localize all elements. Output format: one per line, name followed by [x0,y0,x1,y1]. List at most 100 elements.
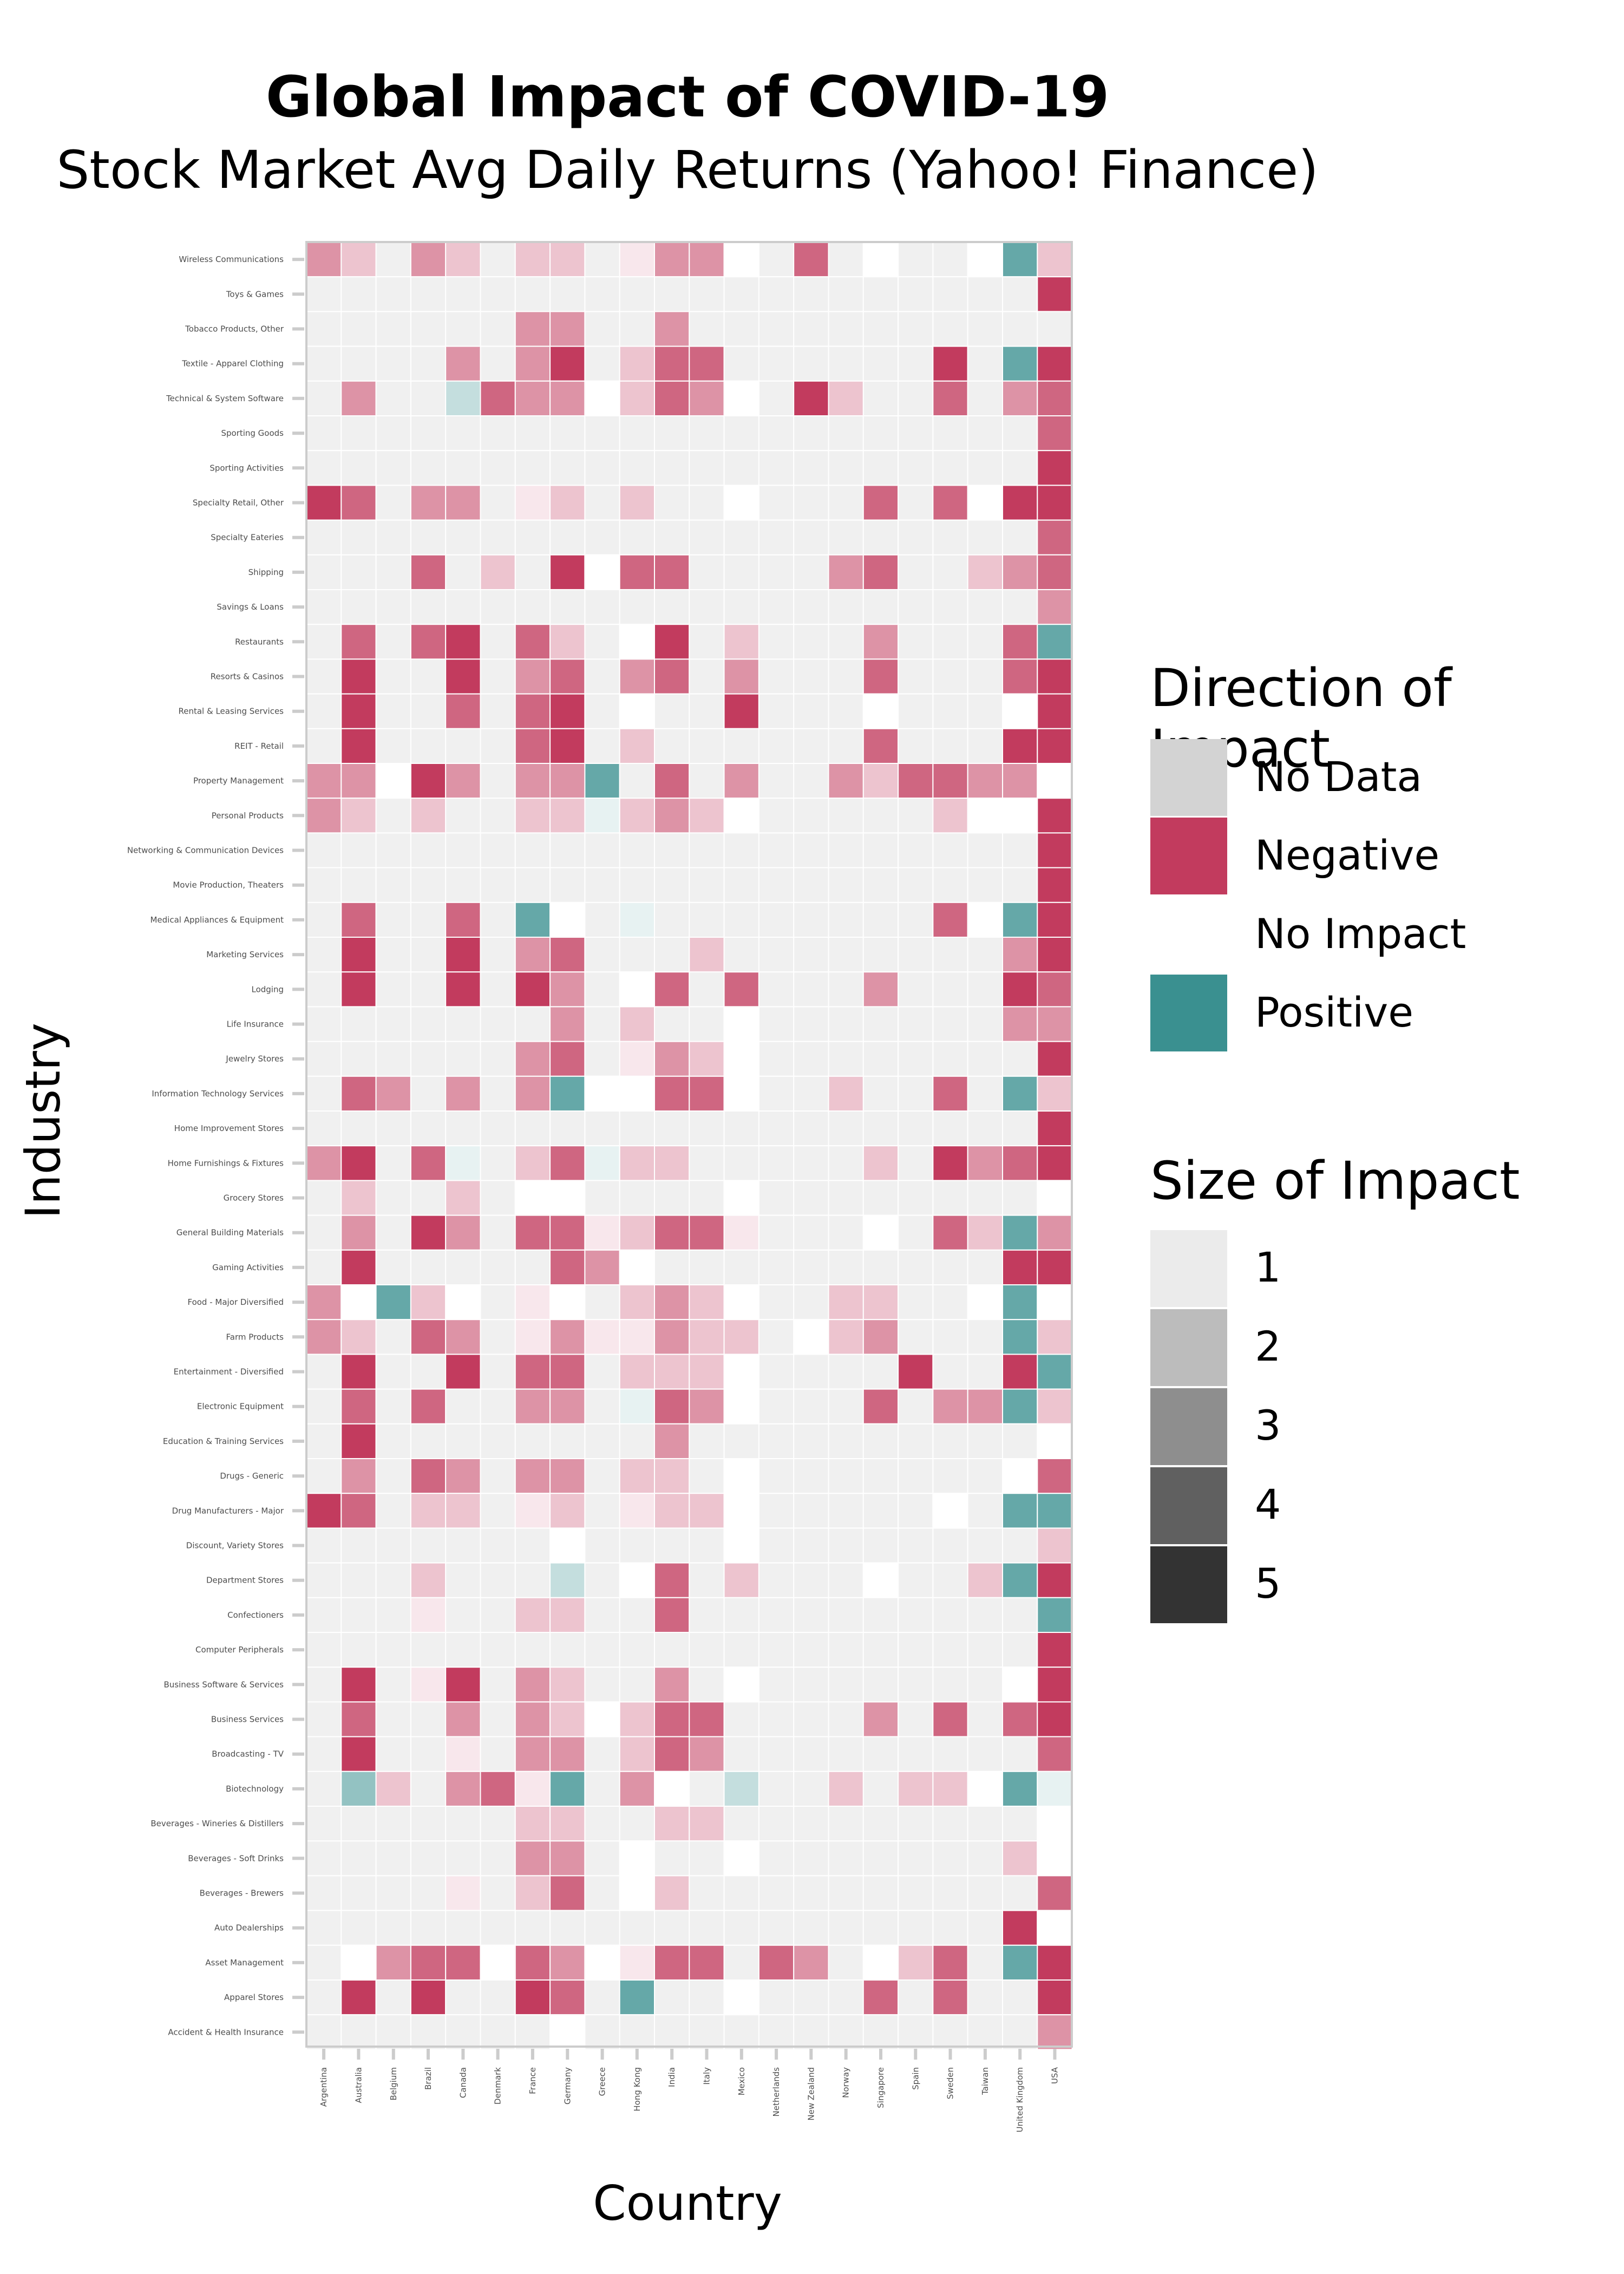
chart-subtitle: Stock Market Avg Daily Returns (Yahoo! F… [56,140,1319,200]
legend-size-4-label: 4 [1255,1480,1281,1528]
heatmap-cell [898,1770,934,1807]
heatmap-cell [375,1944,411,1981]
heatmap-cell [584,589,620,625]
heatmap-cell [828,1979,864,2016]
heatmap-cell [480,276,516,312]
heatmap-cell [445,1388,481,1424]
heatmap-cell [967,798,1003,834]
heatmap-cell [898,1075,934,1112]
heatmap-cell [793,1910,829,1946]
heatmap-cell [1002,415,1038,452]
heatmap-cell [584,1527,620,1564]
y-tick-label: Life Insurance [227,1020,284,1029]
y-tick-label: Marketing Services [206,950,284,959]
heatmap-cell [967,1145,1003,1181]
heatmap-cell [306,1736,342,1772]
heatmap-cell [619,1041,655,1077]
heatmap-cell [689,1910,725,1946]
heatmap-cell [967,589,1003,625]
heatmap-cell [898,1110,934,1147]
heatmap-cell [862,380,899,416]
heatmap-cell [828,589,864,625]
heatmap-cell [375,1388,411,1424]
heatmap-cell [862,1006,899,1042]
heatmap-cell [445,1667,481,1703]
heatmap-cell [1002,1770,1038,1807]
heatmap-cell [410,1875,447,1911]
heatmap-cell [967,2014,1003,2050]
heatmap-cell [619,971,655,1008]
heatmap-cell [862,693,899,729]
heatmap-cell [340,798,377,834]
heatmap-cell [1037,554,1073,591]
heatmap-cell [689,1458,725,1494]
heatmap-cell [898,901,934,938]
heatmap-cell [828,485,864,521]
heatmap-cell [828,728,864,764]
heatmap-cell [514,380,551,416]
heatmap-cell [723,693,759,729]
legend-positive-swatch [1150,975,1227,1051]
heatmap-cell [723,241,759,278]
heatmap-cell [828,937,864,973]
heatmap-cell [1037,1667,1073,1703]
heatmap-cell [793,1944,829,1981]
heatmap-cell [410,1562,447,1598]
heatmap-cell [758,241,795,278]
legend-size-1-label: 1 [1255,1243,1281,1291]
heatmap-cell [862,1944,899,1981]
heatmap-cell [306,1145,342,1181]
heatmap-cell [828,1806,864,1842]
heatmap-cell [862,763,899,799]
heatmap-cell [967,1354,1003,1390]
heatmap-cell [1002,1493,1038,1529]
heatmap-cell [862,519,899,556]
heatmap-cell [445,554,481,591]
heatmap-cell [584,311,620,347]
heatmap-cell [1002,1910,1038,1946]
heatmap-cell [1002,1006,1038,1042]
heatmap-cell [480,763,516,799]
heatmap-cell [306,1388,342,1424]
heatmap-cell [1002,1527,1038,1564]
heatmap-cell [549,1840,586,1877]
heatmap-cell [898,519,934,556]
heatmap-cell [340,624,377,660]
heatmap-cell [898,693,934,729]
heatmap-cell [375,1423,411,1460]
heatmap-cell [306,1875,342,1911]
heatmap-cell [619,1806,655,1842]
heatmap-cell [375,971,411,1008]
x-tick-label: Sweden [946,2067,955,2099]
heatmap-cell [549,589,586,625]
heatmap-cell [723,1632,759,1668]
heatmap-cell [828,1249,864,1286]
heatmap-cell [654,1319,690,1355]
heatmap-cell [340,1249,377,1286]
heatmap-cell [932,1770,968,1807]
legend-no-data-swatch [1150,739,1227,816]
heatmap-cell [375,1145,411,1181]
heatmap-cell [1037,1632,1073,1668]
heatmap-cell [1037,415,1073,452]
heatmap-cell [1002,1806,1038,1842]
heatmap-cell [584,1214,620,1251]
heatmap-cell [445,1458,481,1494]
heatmap-cell [758,1632,795,1668]
heatmap-cell [654,1041,690,1077]
heatmap-cell [967,937,1003,973]
heatmap-cell [410,276,447,312]
heatmap-cell [410,798,447,834]
heatmap-cell [723,554,759,591]
heatmap-cell [898,832,934,868]
heatmap-cell [306,1979,342,2016]
heatmap-cell [723,1214,759,1251]
x-tick-label: Germany [562,2067,572,2105]
heatmap-cell [306,1041,342,1077]
heatmap-cell [619,728,655,764]
heatmap-cell [654,589,690,625]
heatmap-cell [549,450,586,486]
heatmap-cell [689,1006,725,1042]
heatmap-cell [340,728,377,764]
heatmap-cell [689,1840,725,1877]
